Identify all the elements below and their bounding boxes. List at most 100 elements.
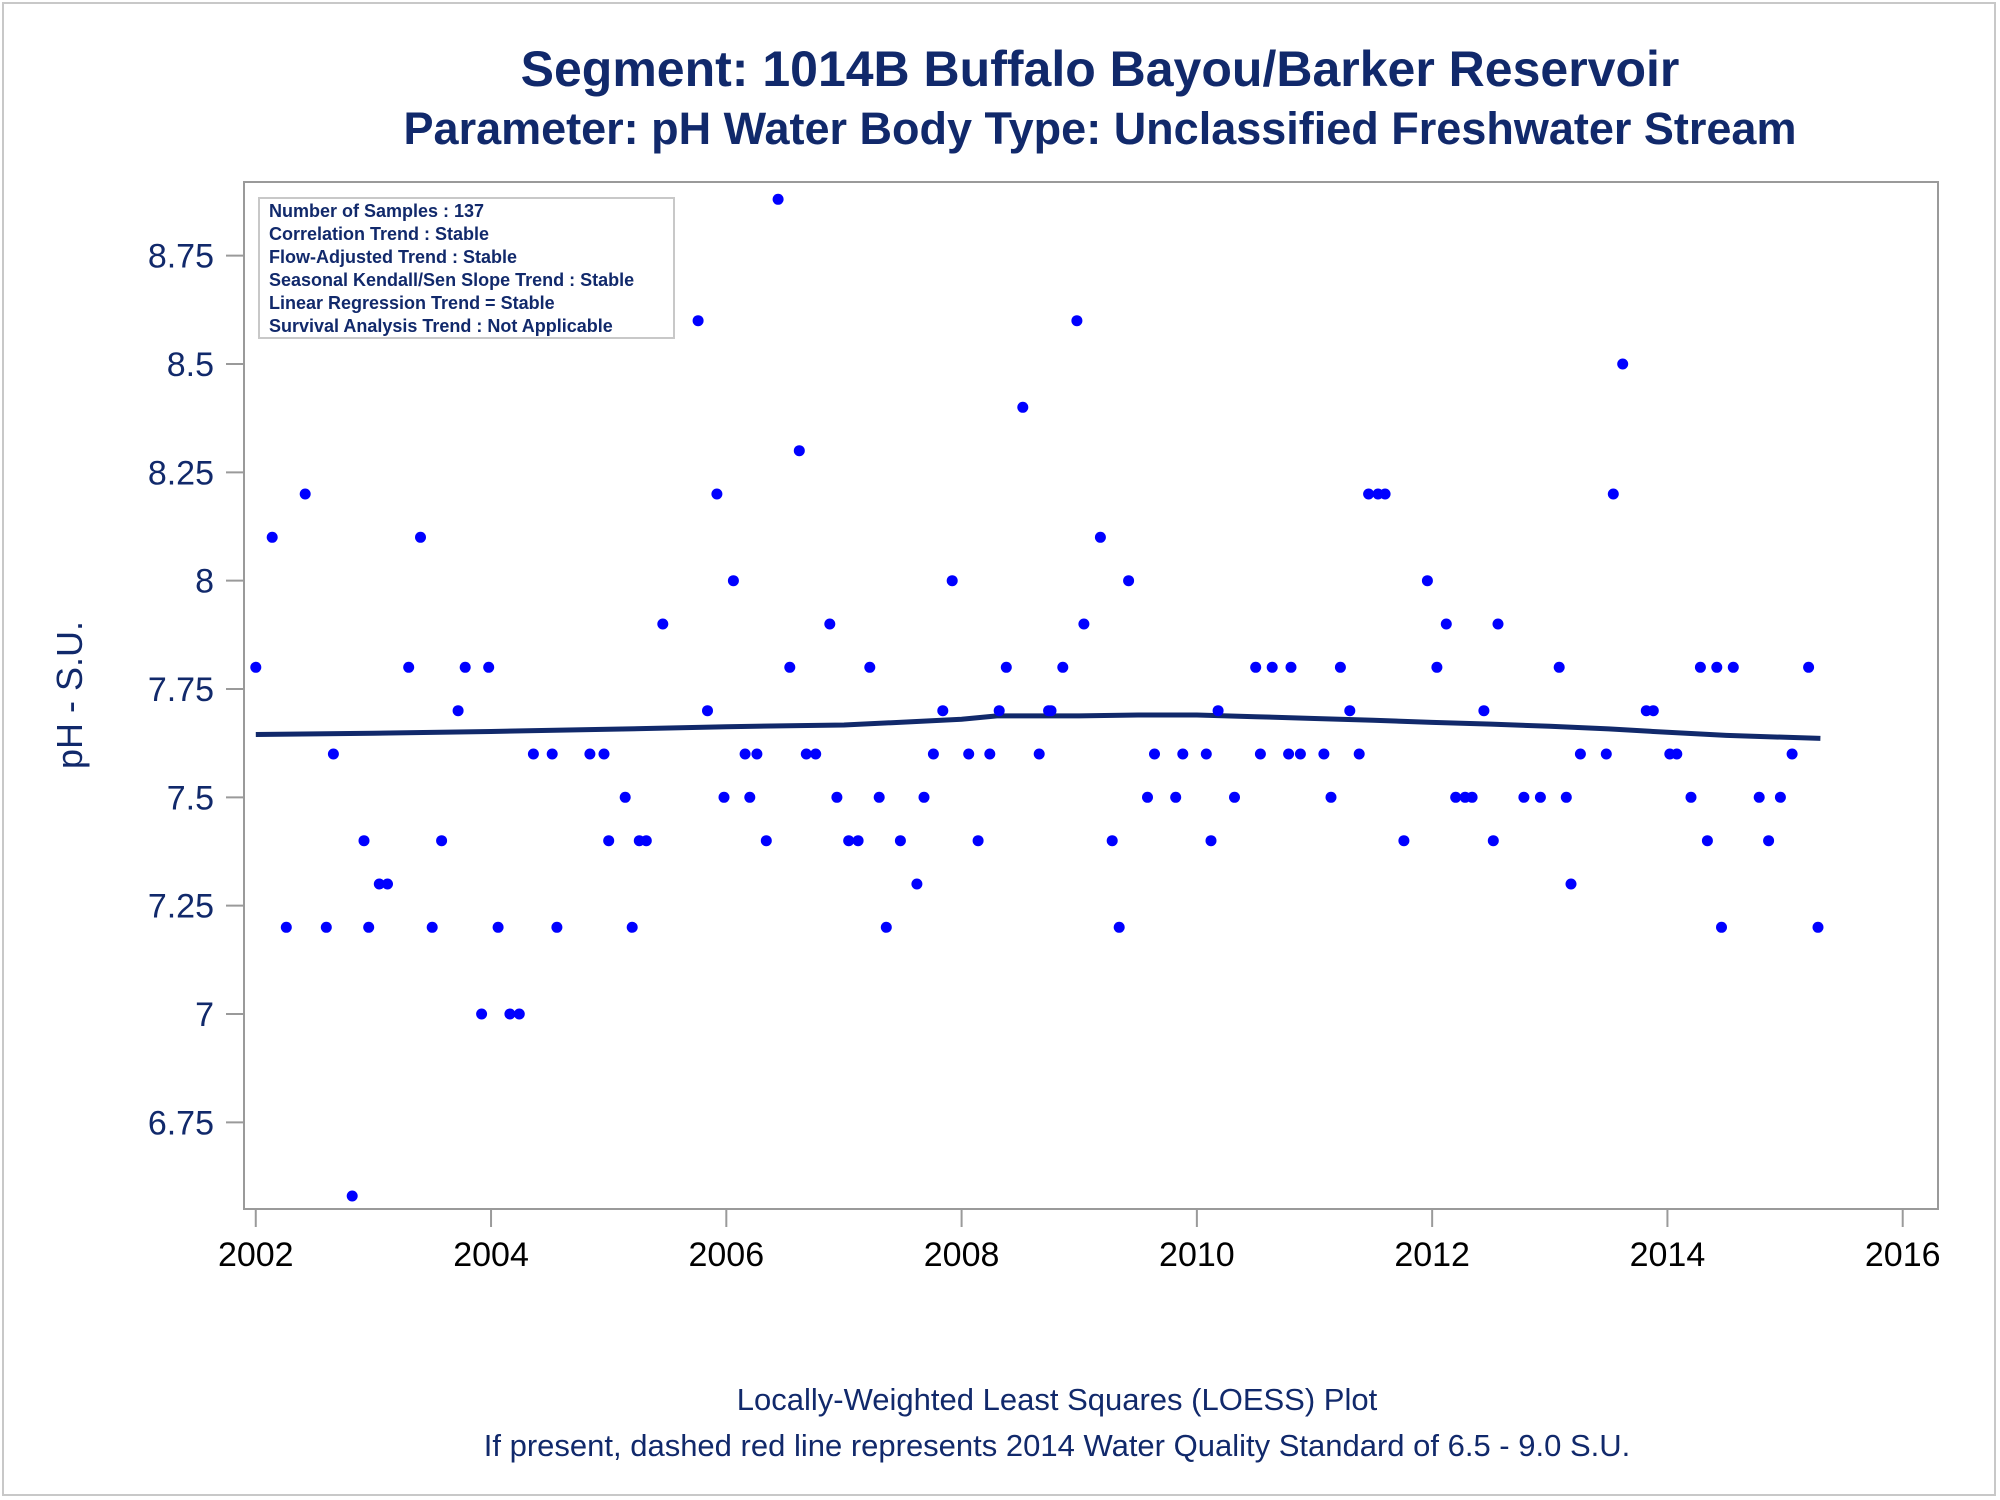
- data-point: [584, 748, 596, 760]
- data-point: [358, 835, 370, 847]
- data-point: [1379, 488, 1391, 500]
- data-point: [1600, 748, 1612, 760]
- data-point: [1574, 748, 1586, 760]
- data-point: [1803, 661, 1815, 673]
- data-point: [880, 921, 892, 933]
- data-point: [918, 791, 930, 803]
- y-tick-label: 7.75: [148, 671, 214, 709]
- data-point: [1363, 488, 1375, 500]
- x-tick-label: 2014: [1630, 1236, 1706, 1274]
- data-point: [1450, 791, 1462, 803]
- x-tick-label: 2008: [924, 1236, 1000, 1274]
- data-point: [1033, 748, 1045, 760]
- data-point: [927, 748, 939, 760]
- data-point: [1149, 748, 1160, 760]
- x-tick-label: 2012: [1394, 1236, 1470, 1274]
- data-point: [1142, 791, 1153, 803]
- y-tick-label: 8.75: [148, 238, 214, 276]
- data-point: [1294, 748, 1306, 760]
- data-point: [619, 791, 631, 803]
- data-point: [692, 315, 704, 327]
- data-point: [1607, 488, 1619, 500]
- data-point: [363, 921, 375, 933]
- data-point: [984, 748, 996, 760]
- data-point: [1431, 661, 1443, 673]
- data-point: [937, 705, 949, 717]
- y-tick-label: 8.25: [148, 454, 214, 492]
- x-tick-label: 2006: [688, 1236, 764, 1274]
- data-point: [1000, 661, 1012, 673]
- data-point: [1017, 401, 1029, 413]
- data-point: [1534, 791, 1546, 803]
- data-point: [626, 921, 638, 933]
- data-point: [1071, 315, 1083, 327]
- info-linear-regression-trend: Linear Regression Trend = Stable: [269, 293, 555, 313]
- info-correlation-trend: Correlation Trend : Stable: [269, 224, 489, 244]
- data-point: [1057, 661, 1069, 673]
- y-tick-label: 7.5: [167, 779, 214, 817]
- data-point: [476, 1008, 488, 1020]
- data-point: [250, 661, 262, 673]
- data-point: [527, 748, 539, 760]
- data-point: [483, 661, 495, 673]
- data-point: [911, 878, 923, 890]
- data-point: [1565, 878, 1577, 890]
- info-flow-adjusted-trend: Flow-Adjusted Trend : Stable: [269, 247, 517, 267]
- chart-subtitle: Parameter: pH Water Body Type: Unclassif…: [403, 103, 1797, 154]
- data-point: [657, 618, 669, 630]
- data-point: [1318, 748, 1330, 760]
- info-sample-count: Number of Samples : 137: [269, 201, 484, 221]
- data-point: [551, 921, 563, 933]
- data-point: [1266, 661, 1278, 673]
- data-point: [1716, 921, 1727, 933]
- data-point: [1353, 748, 1365, 760]
- data-point: [280, 921, 292, 933]
- data-point: [546, 748, 558, 760]
- data-point: [1283, 748, 1295, 760]
- data-point: [810, 748, 822, 760]
- data-point: [1334, 661, 1346, 673]
- data-point: [963, 748, 975, 760]
- data-point: [784, 661, 796, 673]
- data-point: [299, 488, 311, 500]
- data-point: [382, 878, 393, 890]
- x-axis: 2002 2004 2006 2008 2010 2012 2014 2016: [218, 1209, 1941, 1274]
- data-point: [1094, 531, 1106, 543]
- data-point: [1727, 661, 1739, 673]
- data-point: [1774, 791, 1786, 803]
- data-point: [1671, 748, 1683, 760]
- data-point: [1212, 705, 1224, 717]
- y-tick-label: 8: [195, 563, 214, 601]
- data-point: [727, 575, 739, 587]
- data-point: [1045, 705, 1057, 717]
- plot-area-border: [243, 181, 1939, 1210]
- data-point: [711, 488, 723, 500]
- data-point: [1786, 748, 1798, 760]
- y-tick-label: 6.75: [148, 1104, 214, 1142]
- data-point: [1200, 748, 1212, 760]
- data-point: [1421, 575, 1433, 587]
- data-point: [1123, 575, 1135, 587]
- data-point: [640, 835, 652, 847]
- data-point: [972, 835, 984, 847]
- data-point: [1344, 705, 1356, 717]
- data-point: [760, 835, 772, 847]
- footnote-standard: If present, dashed red line represents 2…: [483, 1428, 1631, 1463]
- data-point: [1440, 618, 1452, 630]
- data-point: [1560, 791, 1572, 803]
- data-point: [1711, 661, 1723, 673]
- data-point: [346, 1190, 358, 1202]
- data-point: [718, 791, 730, 803]
- data-point: [1812, 921, 1824, 933]
- data-point: [831, 791, 843, 803]
- data-point: [1229, 791, 1240, 803]
- data-point: [1518, 791, 1530, 803]
- x-tick-label: 2004: [453, 1236, 529, 1274]
- data-point: [1647, 705, 1659, 717]
- data-point: [266, 531, 278, 543]
- y-axis: 6.75 7 7.25 7.5 7.75 8 8.25 8.5 8.75: [148, 238, 244, 1142]
- data-point: [744, 791, 756, 803]
- info-box-border: [258, 197, 675, 339]
- data-point: [415, 531, 426, 543]
